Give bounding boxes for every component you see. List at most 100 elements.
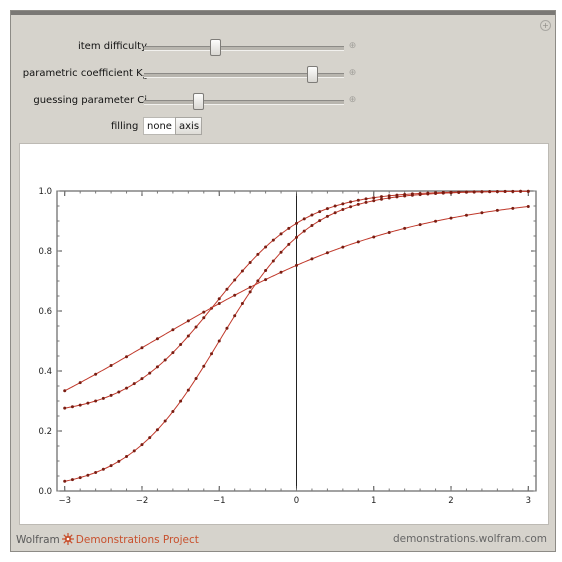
guessing-parameter-slider[interactable]: [144, 93, 344, 110]
parametric-coefficient-label-text: parametric coefficient K: [22, 68, 143, 79]
item-difficulty-plus-icon[interactable]: ⊕: [348, 41, 357, 51]
series-2-point: [202, 310, 206, 314]
series-1-point: [271, 259, 275, 263]
series-0-point: [372, 196, 376, 200]
plus-icon[interactable]: +: [540, 20, 551, 31]
series-0-point: [132, 382, 136, 386]
series-2-point: [526, 204, 530, 208]
series-2-point: [341, 245, 345, 249]
series-1-point: [233, 314, 237, 318]
filling-none-button[interactable]: none: [143, 117, 176, 135]
series-0-point: [240, 269, 244, 273]
series-0-point: [163, 358, 167, 362]
series-1-point: [186, 388, 190, 392]
y-tick-label: 0.0: [38, 487, 52, 497]
series-0-point: [325, 207, 329, 211]
item-difficulty-slider[interactable]: [144, 39, 344, 56]
series-1-point: [101, 467, 105, 471]
series-1-point: [333, 211, 337, 215]
series-1-point: [287, 242, 291, 246]
series-0-point: [148, 371, 152, 375]
series-1-point: [302, 229, 306, 233]
series-0-point: [117, 390, 121, 394]
series-1-point: [480, 190, 484, 194]
series-1-point: [225, 326, 229, 330]
series-1-point: [94, 470, 98, 474]
demonstration-window: + item difficulty ⊕ parametric coefficie…: [10, 10, 556, 552]
series-1-point: [78, 476, 82, 480]
series-0-point: [125, 386, 129, 390]
title-bar: [11, 11, 555, 15]
spikey-icon: [61, 533, 74, 545]
series-1-point: [109, 464, 113, 468]
parametric-coefficient-plus-icon[interactable]: ⊕: [348, 68, 357, 78]
parametric-coefficient-slider-thumb[interactable]: [306, 66, 318, 83]
series-0-point: [279, 232, 283, 236]
guessing-parameter-plus-icon[interactable]: ⊕: [348, 95, 357, 105]
guessing-parameter-label: guessing parameter Ci: [33, 95, 147, 106]
item-difficulty-label: item difficulty: [77, 41, 147, 52]
series-0-point: [295, 221, 298, 225]
series-2-point: [449, 216, 453, 220]
series-1-point: [441, 191, 445, 195]
series-1-point: [217, 339, 221, 343]
series-1-point: [434, 192, 438, 196]
y-tick-label: 0.6: [38, 307, 52, 317]
series-0-point: [310, 213, 314, 217]
series-0-point: [140, 377, 144, 381]
x-tick-label: 3: [526, 496, 531, 506]
series-2-point: [233, 293, 237, 297]
series-2-point: [495, 208, 499, 212]
series-1-point: [488, 190, 492, 194]
series-1-point: [325, 214, 329, 218]
series-0-point: [233, 278, 237, 282]
series-2-point: [109, 364, 113, 368]
filling-axis-button[interactable]: axis: [175, 117, 202, 135]
series-0-point: [341, 202, 345, 206]
series-0-point: [186, 334, 190, 338]
x-tick-label: −2: [136, 496, 149, 506]
brand-project: Demonstrations Project: [75, 534, 199, 546]
series-0-point: [101, 396, 105, 400]
item-difficulty-slider-thumb[interactable]: [210, 39, 222, 56]
series-2-point: [464, 213, 468, 217]
series-0-point: [264, 245, 268, 249]
series-1-point: [179, 399, 183, 403]
series-1-point: [264, 269, 268, 273]
series-1-point: [132, 449, 136, 453]
site-url[interactable]: demonstrations.wolfram.com: [392, 533, 547, 545]
brand: Wolfram Demonstrations Project: [16, 533, 199, 546]
series-1-point: [117, 459, 121, 463]
series-0-point: [86, 401, 90, 405]
x-tick-label: 2: [448, 496, 453, 506]
series-2-point: [310, 257, 314, 261]
series-2-point: [186, 319, 190, 323]
series-0-point: [333, 204, 337, 208]
series-2-point: [248, 285, 252, 289]
series-2-point: [295, 263, 298, 267]
series-0-point: [194, 325, 198, 329]
series-1-point: [163, 419, 167, 423]
series-0-point: [349, 200, 353, 204]
series-0-point: [202, 316, 206, 320]
series-1-point: [495, 190, 499, 194]
series-0-point: [364, 197, 368, 201]
series-1-point: [464, 190, 468, 194]
series-0-point: [217, 297, 221, 301]
series-1-point: [403, 194, 407, 198]
series-0-point: [109, 393, 113, 397]
series-1-point: [86, 473, 90, 477]
series-2-point: [78, 381, 82, 385]
series-0-point: [256, 252, 260, 256]
series-1-point: [202, 364, 206, 368]
series-1-point: [511, 189, 515, 193]
series-0-point: [318, 210, 322, 214]
series-0-point: [387, 194, 391, 198]
series-2-point: [480, 211, 484, 215]
series-0-point: [78, 403, 82, 407]
series-1-point: [148, 436, 152, 440]
guessing-parameter-slider-thumb[interactable]: [193, 93, 205, 110]
y-tick-label: 0.8: [38, 247, 52, 257]
series-0-point: [356, 198, 360, 202]
parametric-coefficient-slider[interactable]: [144, 66, 344, 83]
